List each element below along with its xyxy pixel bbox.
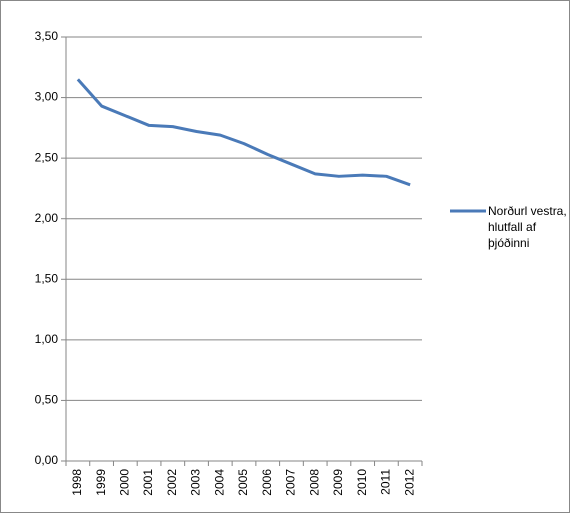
x-tick-label: 2000	[118, 469, 132, 496]
y-tick-label: 0,00	[35, 453, 59, 467]
x-tick-label: 2011	[379, 469, 393, 495]
x-tick-label: 2002	[165, 469, 179, 496]
x-tick-label: 2003	[189, 469, 203, 496]
x-tick-label: 2010	[355, 469, 369, 496]
y-tick-label: 1,00	[35, 332, 59, 346]
y-tick-label: 2,00	[35, 211, 59, 225]
x-tick-label: 1998	[70, 469, 84, 496]
x-tick-label: 2006	[260, 469, 274, 496]
x-tick-label: 1999	[94, 469, 108, 496]
x-tick-label: 2009	[331, 469, 345, 496]
y-tick-label: 3,00	[35, 90, 59, 104]
y-tick-label: 1,50	[35, 271, 59, 285]
y-tick-label: 0,50	[35, 393, 59, 407]
x-tick-label: 2004	[212, 469, 226, 496]
x-tick-label: 2012	[402, 469, 416, 496]
y-tick-label: 3,50	[35, 29, 59, 43]
data-line	[76, 78, 411, 187]
y-tick-label: 2,50	[35, 150, 59, 164]
x-tick-label: 2001	[141, 469, 155, 496]
legend-label: Norðurl vestra, hlutfall af þjóðinni	[488, 204, 567, 250]
x-tick-label: 2008	[307, 469, 321, 496]
x-tick-label: 2007	[284, 469, 298, 496]
x-tick-label: 2005	[236, 469, 250, 496]
